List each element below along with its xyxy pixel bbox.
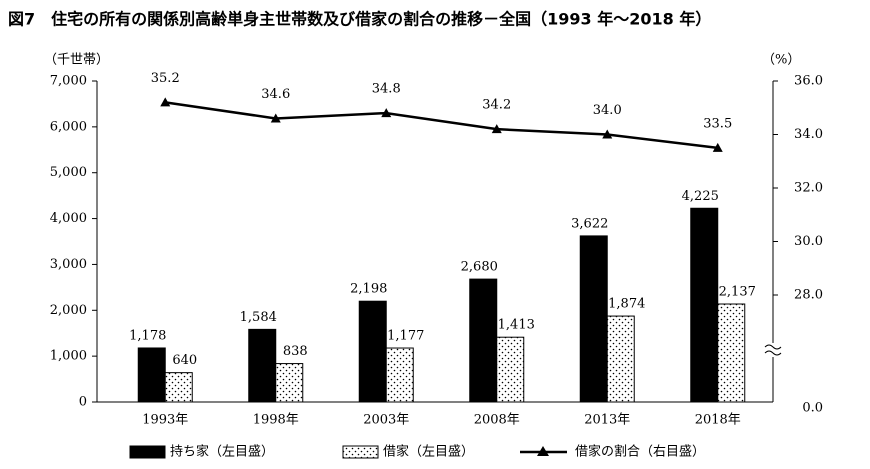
chart-title: 図7 住宅の所有の関係別高齢単身主世帯数及び借家の割合の推移－全国（1993 年…	[8, 10, 711, 29]
value-label: 34.0	[593, 103, 622, 118]
y-axis-label: （千世帯）	[44, 53, 109, 68]
value-label: 1,178	[129, 328, 166, 343]
y-tick-label: 7,000	[50, 74, 87, 89]
line	[165, 101, 718, 150]
legend-swatch	[129, 445, 166, 459]
bar	[606, 315, 635, 403]
marker	[602, 129, 613, 139]
bar	[137, 347, 166, 403]
bar	[579, 235, 608, 403]
value-label: 34.2	[482, 98, 511, 113]
legend-swatch	[342, 445, 379, 459]
legend-label: 持ち家（左目盛）	[170, 444, 274, 460]
y-tick-label: 6,000	[50, 119, 87, 134]
y-tick-label: 1,000	[50, 349, 87, 364]
y2-tick-label: 32.0	[794, 181, 823, 196]
value-label: 3,622	[571, 216, 608, 231]
x-tick-label: 2003年	[363, 413, 409, 428]
bar	[248, 328, 277, 403]
bar	[358, 300, 387, 403]
value-label: 2,680	[461, 260, 498, 275]
bar	[717, 303, 746, 403]
bar	[469, 278, 498, 403]
value-label: 838	[283, 344, 308, 359]
y2-axis-label: （%）	[762, 53, 800, 68]
value-label: 1,874	[608, 297, 645, 312]
value-label: 34.8	[372, 82, 401, 97]
y2-tick-label: 34.0	[794, 127, 823, 142]
x-tick-label: 2018年	[695, 413, 741, 428]
x-tick-label: 1993年	[142, 413, 188, 428]
x-tick-label: 1998年	[253, 413, 299, 428]
legend-label: 借家の割合（右目盛）	[575, 444, 705, 460]
marker	[160, 97, 171, 107]
axis-break	[764, 344, 782, 356]
axis-break	[765, 343, 781, 357]
bar	[275, 363, 304, 403]
value-label: 2,137	[719, 285, 756, 300]
y-tick-label: 2,000	[50, 303, 87, 318]
value-label: 2,198	[350, 282, 387, 297]
x-tick-label: 2008年	[474, 413, 520, 428]
legend-label: 借家（左目盛）	[383, 444, 474, 460]
value-label: 33.5	[703, 116, 732, 131]
y2-tick-label: 28.0	[794, 288, 823, 303]
y-tick-label: 5,000	[50, 165, 87, 180]
y-tick-label: 0	[79, 395, 87, 410]
marker	[381, 108, 392, 118]
y2-tick-label: 0.0	[802, 401, 823, 416]
value-label: 1,413	[498, 318, 535, 333]
value-label: 1,584	[240, 310, 277, 325]
value-label: 4,225	[682, 189, 719, 204]
legend-swatch	[537, 446, 549, 456]
value-label: 1,177	[387, 329, 424, 344]
y2-tick-label: 36.0	[794, 74, 823, 89]
marker	[270, 113, 281, 123]
marker	[712, 142, 723, 152]
bar	[496, 336, 525, 403]
y2-tick-label: 30.0	[794, 234, 823, 249]
bar	[164, 372, 193, 403]
value-label: 34.6	[261, 87, 290, 102]
y-tick-label: 3,000	[50, 257, 87, 272]
x-tick-label: 2013年	[584, 413, 630, 428]
value-label: 640	[172, 353, 197, 368]
value-label: 35.2	[151, 71, 180, 86]
marker	[491, 124, 502, 134]
y-tick-label: 4,000	[50, 211, 87, 226]
bar	[690, 207, 719, 403]
bar	[385, 347, 414, 403]
